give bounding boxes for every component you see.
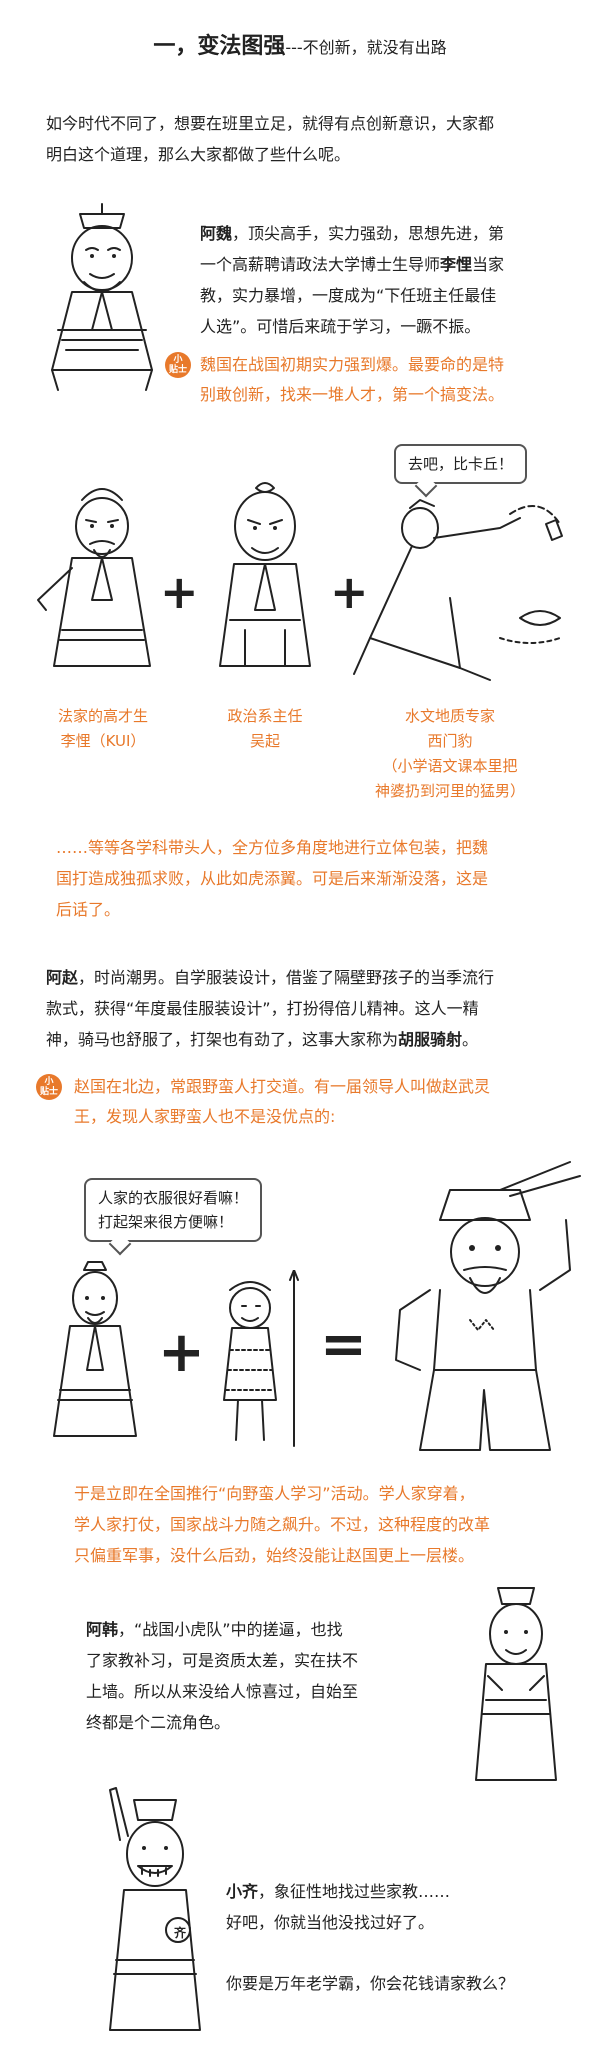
wei-ending-line: 后话了。: [56, 900, 121, 919]
han-line: 终都是个二流角色。: [86, 1713, 231, 1732]
tip-badge: 小贴士: [165, 352, 191, 378]
han-character-illustration: [475, 1587, 557, 1781]
wei-line: 阿魏，顶尖高手，实力强劲，思想先进，第: [200, 224, 505, 243]
wei-line: 教，实力暴增，一度成为“下任班主任最佳: [200, 286, 497, 305]
equals-sign: =: [320, 1312, 367, 1377]
barbarian-child-illustration: [223, 1270, 299, 1447]
han-line: 了家教补习，可是资质太差，实在扶不: [86, 1651, 359, 1670]
barbarian-king-illustration: [395, 1161, 581, 1451]
wei-line: 一个高薪聘请政法大学博士生导师李悝当家: [200, 255, 505, 274]
qi-line: 好吧，你就当他没找过好了。: [226, 1913, 435, 1932]
caption-wu-qi: 政治系主任 吴起: [227, 707, 303, 750]
qi-character-illustration: [109, 1787, 201, 2031]
zhao-line: 神，骑马也舒服了，打架也有劲了，这事大家称为胡服骑射。: [46, 1030, 479, 1049]
wei-tip-line: 魏国在战国初期实力强到爆。最要命的是特: [200, 355, 505, 374]
plus-sign: +: [160, 565, 199, 619]
han-name: 阿韩: [86, 1620, 119, 1639]
zhao-ending-line: 于是立即在全国推行“向野蛮人学习”活动。学人家穿着，: [74, 1484, 475, 1503]
qi-question: 你要是万年老学霸，你会花钱请家教么？: [226, 1974, 515, 1993]
plus-sign: +: [158, 1320, 205, 1385]
qi-name: 小齐: [226, 1882, 259, 1901]
zhao-term: 胡服骑射: [398, 1030, 463, 1049]
plus-sign: +: [330, 565, 369, 619]
wei-tip: 魏国在战国初期实力强到爆。最要命的是特 别敢创新，找来一堆人才，第一个搞变法。: [200, 350, 590, 410]
qi-robe-badge: 齐: [173, 1925, 186, 1940]
zhao-line: 款式，获得“年度最佳服装设计”，打扮得倍儿精神。这人一精: [46, 999, 479, 1018]
zhao-name: 阿赵: [46, 968, 79, 987]
wu-qi-illustration: [219, 482, 311, 667]
zhao-ending-paragraph: 于是立即在全国推行“向野蛮人学习”活动。学人家穿着， 学人家打仗，国家战斗力随之…: [74, 1478, 584, 1571]
wei-ending-paragraph: ……等等各学科带头人，全方位多角度地进行立体包装，把魏 国打造成独孤求败，从此如…: [56, 832, 586, 925]
wei-paragraph: 阿魏，顶尖高手，实力强劲，思想先进，第 一个高薪聘请政法大学博士生导师李悝当家 …: [200, 218, 580, 342]
intro-paragraph: 如今时代不同了，想要在班里立足，就得有点创新意识，大家都 明白这个道理，那么大家…: [46, 108, 586, 170]
wei-ending-line: 国打造成独孤求败，从此如虎添翼。可是后来渐渐没落，这是: [56, 869, 489, 888]
wei-teacher: 李悝: [440, 255, 473, 274]
wei-character-illustration: [51, 203, 153, 391]
qi-paragraph: 小齐，象征性地找过些家教…… 好吧，你就当他没找过好了。: [226, 1876, 586, 1938]
zhao-tip: 赵国在北边，常跟野蛮人打交道。有一届领导人叫做赵武灵 王，发现人家野蛮人也不是没…: [74, 1072, 584, 1132]
wei-tip-line: 别敢创新，找来一堆人才，第一个搞变法。: [200, 385, 505, 404]
zhao-tip-line: 王，发现人家野蛮人也不是没优点的:: [74, 1107, 336, 1126]
han-line: 上墙。所以从来没给人惊喜过，自始至: [86, 1682, 359, 1701]
section-title: 一，变法图强---不创新，就没有出路: [0, 28, 600, 60]
speech-bubble-zhao: 人家的衣服很好看嘛！ 打起架来很方便嘛！: [84, 1178, 263, 1242]
wei-ending-line: ……等等各学科带头人，全方位多角度地进行立体包装，把魏: [56, 838, 489, 857]
qi-line: 小齐，象征性地找过些家教……: [226, 1882, 451, 1901]
wei-name: 阿魏: [200, 224, 233, 243]
section-title-sub: ---不创新，就没有出路: [285, 38, 447, 57]
zhao-tip-line: 赵国在北边，常跟野蛮人打交道。有一届领导人叫做赵武灵: [74, 1077, 491, 1096]
intro-line: 明白这个道理，那么大家都做了些什么呢。: [46, 145, 351, 164]
zhao-paragraph: 阿赵，时尚潮男。自学服装设计，借鉴了隔壁野孩子的当季流行 款式，获得“年度最佳服…: [46, 962, 591, 1055]
zhao-ending-line: 学人家打仗，国家战斗力随之飙升。不过，这种程度的改革: [74, 1515, 491, 1534]
ximen-bao-illustration: [353, 499, 563, 681]
caption-ximen-bao: 水文地质专家 西门豹 （小学语文课本里把 神婆扔到河里的猛男）: [374, 707, 525, 800]
zhao-ending-line: 只偏重军事，没什么后劲，始终没能让赵国更上一层楼。: [74, 1546, 475, 1565]
tip-badge: 小贴士: [36, 1074, 62, 1100]
wei-line: 人选”。可惜后来疏于学习，一蹶不振。: [200, 317, 481, 336]
li-kui-illustration: [37, 488, 151, 667]
section-title-main: 一，变法图强: [153, 34, 286, 59]
zhao-king-illustration: [53, 1261, 137, 1437]
han-paragraph: 阿韩，“战国小虎队”中的搓逼，也找 了家教补习，可是资质太差，实在扶不 上墙。所…: [86, 1614, 446, 1738]
intro-line: 如今时代不同了，想要在班里立足，就得有点创新意识，大家都: [46, 114, 495, 133]
zhao-line: 阿赵，时尚潮男。自学服装设计，借鉴了隔壁野孩子的当季流行: [46, 968, 495, 987]
caption-li-kui: 法家的高才生 李悝（KUI）: [57, 707, 148, 750]
speech-bubble-pikachu: 去吧，比卡丘！: [394, 444, 528, 484]
han-line: 阿韩，“战国小虎队”中的搓逼，也找: [86, 1620, 343, 1639]
